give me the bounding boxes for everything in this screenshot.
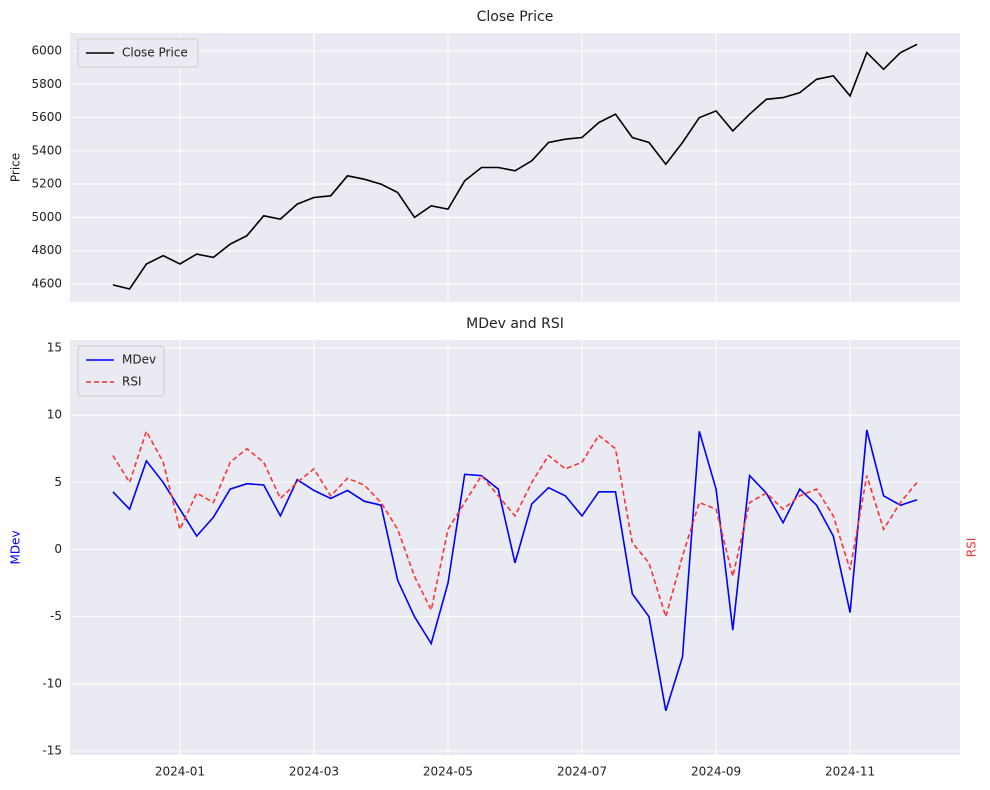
y-tick-label: 5200 bbox=[31, 177, 62, 191]
plot-area bbox=[70, 33, 960, 302]
y-tick-label: 4600 bbox=[31, 277, 62, 291]
x-tick-label: 2024-01 bbox=[155, 765, 205, 779]
data-line bbox=[112, 43, 918, 290]
y-tick-label: -15 bbox=[42, 743, 62, 757]
y-tick-label: 5 bbox=[54, 475, 62, 489]
y-axis-label: Price bbox=[9, 153, 23, 182]
data-line bbox=[112, 429, 918, 620]
y-tick-label: 5400 bbox=[31, 143, 62, 157]
chart-title: Close Price bbox=[477, 9, 554, 25]
legend-label: MDev bbox=[122, 353, 156, 367]
data-line bbox=[112, 429, 918, 711]
y-tick-label: -5 bbox=[50, 609, 62, 623]
x-tick-label: 2024-05 bbox=[423, 765, 473, 779]
y-tick-label: 5000 bbox=[31, 210, 62, 224]
legend-label: RSI bbox=[122, 375, 142, 389]
y-tick-label: 6000 bbox=[31, 43, 62, 57]
x-tick-label: 2024-09 bbox=[691, 765, 741, 779]
legend-label: Close Price bbox=[122, 46, 188, 60]
y-tick-label: 5600 bbox=[31, 110, 62, 124]
y-tick-label: 15 bbox=[47, 341, 62, 355]
y-tick-label: 0 bbox=[54, 542, 62, 556]
y2-axis-label: RSI bbox=[965, 538, 979, 558]
legend-box bbox=[77, 38, 199, 68]
y-axis-label: MDev bbox=[9, 530, 23, 564]
x-tick-label: 2024-11 bbox=[825, 765, 875, 779]
legend-box bbox=[77, 345, 165, 397]
chart-title: MDev and RSI bbox=[466, 316, 564, 332]
y-tick-label: 5800 bbox=[31, 77, 62, 91]
plot-area bbox=[70, 340, 960, 755]
y-tick-label: -10 bbox=[42, 676, 62, 690]
x-tick-label: 2024-07 bbox=[557, 765, 607, 779]
y-tick-label: 10 bbox=[47, 408, 62, 422]
y-tick-label: 4800 bbox=[31, 243, 62, 257]
x-tick-label: 2024-03 bbox=[289, 765, 339, 779]
